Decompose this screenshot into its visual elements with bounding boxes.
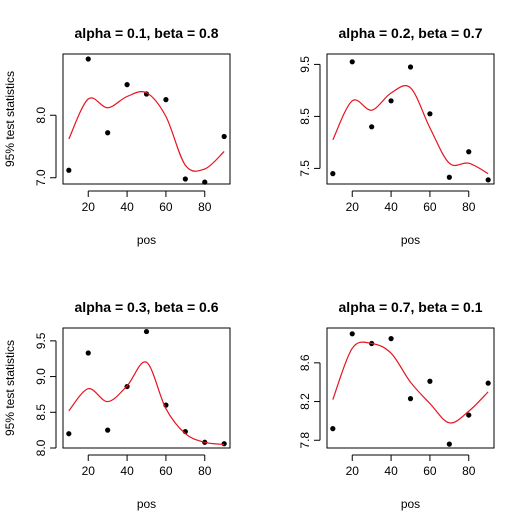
plot-frame (62, 327, 231, 449)
x-tick-label: 20 (346, 200, 360, 214)
data-point (143, 328, 150, 335)
y-tick-label: 8.6 (298, 354, 312, 371)
panel-3: alpha = 0.3, beta = 0.6 20 40 60 80 pos 8.0 8.5… (3, 299, 231, 511)
x-tick-label: 80 (198, 464, 212, 478)
plot-frame (326, 53, 495, 185)
data-point (388, 336, 394, 342)
data-point (202, 179, 208, 185)
data-point (221, 133, 227, 140)
data-point (349, 331, 355, 337)
x-tick-label: 40 (120, 200, 134, 214)
x-tick-label: 60 (159, 200, 173, 214)
panel-title: alpha = 0.2, beta = 0.7 (339, 25, 483, 41)
x-tick-label: 80 (198, 200, 212, 214)
data-point (85, 56, 91, 62)
data-point (407, 64, 414, 70)
smooth-curve (68, 361, 225, 446)
x-tick-label: 60 (159, 464, 173, 478)
data-point (446, 441, 452, 447)
y-tick-label: 7.5 (298, 160, 312, 177)
panel-title: alpha = 0.1, beta = 0.8 (75, 25, 219, 41)
x-tick-label: 20 (82, 200, 96, 214)
x-tick-label: 80 (462, 464, 476, 478)
plot-frame (326, 327, 495, 449)
y-tick-label: 9.5 (298, 56, 312, 73)
plot-frame (62, 53, 231, 185)
y-axis-label: 95% test statistics (3, 71, 17, 167)
smooth-curve (332, 85, 489, 175)
data-point (427, 111, 433, 117)
y-tick-label: 7.0 (34, 169, 48, 186)
data-point (124, 82, 130, 88)
data-point (485, 177, 491, 183)
y-tick-label: 8.5 (298, 108, 312, 125)
y-tick-label: 9.5 (34, 332, 48, 349)
data-point (485, 380, 491, 386)
panel-title: alpha = 0.3, beta = 0.6 (75, 299, 219, 315)
data-point (163, 97, 169, 103)
x-tick-label: 60 (423, 200, 437, 214)
x-tick-label: 40 (384, 464, 398, 478)
data-point (66, 167, 72, 173)
data-point (388, 98, 394, 104)
x-axis-label: pos (137, 497, 156, 511)
y-tick-label: 8.0 (34, 107, 48, 124)
data-point (330, 171, 336, 177)
panel-1: alpha = 0.1, beta = 0.8 20 40 60 80 pos 7.0 8.0… (3, 25, 231, 247)
data-point (105, 130, 111, 136)
x-tick-label: 40 (384, 200, 398, 214)
data-point (66, 431, 72, 437)
x-axis-label: pos (401, 233, 420, 247)
smooth-curve (68, 90, 225, 172)
data-point (330, 426, 336, 432)
y-tick-label: 9.0 (34, 368, 48, 385)
data-point (369, 124, 375, 130)
data-point (85, 350, 91, 356)
data-point (466, 412, 472, 418)
data-point (105, 427, 111, 433)
smooth-curve (332, 341, 489, 424)
x-tick-label: 20 (82, 464, 96, 478)
data-point (349, 59, 355, 65)
x-tick-label: 80 (462, 200, 476, 214)
panel-4: alpha = 0.7, beta = 0.1 20 40 60 80 pos 7.8 8.2… (298, 299, 495, 511)
y-tick-label: 7.8 (298, 432, 312, 449)
y-axis-label: 95% test statistics (3, 340, 17, 436)
data-point (427, 378, 433, 384)
x-axis-label: pos (137, 233, 156, 247)
panel-2: alpha = 0.2, beta = 0.7 20 40 60 80 pos 7.5 8.5… (298, 25, 495, 247)
data-point (446, 174, 452, 180)
x-tick-label: 40 (120, 464, 134, 478)
data-point (466, 149, 472, 155)
panel-title: alpha = 0.7, beta = 0.1 (339, 299, 483, 315)
x-tick-label: 60 (423, 464, 437, 478)
y-tick-label: 8.0 (34, 439, 48, 456)
y-tick-label: 8.2 (298, 393, 312, 410)
x-tick-label: 20 (346, 464, 360, 478)
data-point (221, 441, 227, 447)
y-tick-label: 8.5 (34, 404, 48, 421)
data-point (182, 176, 188, 182)
x-axis-label: pos (401, 497, 420, 511)
data-point (407, 396, 414, 402)
